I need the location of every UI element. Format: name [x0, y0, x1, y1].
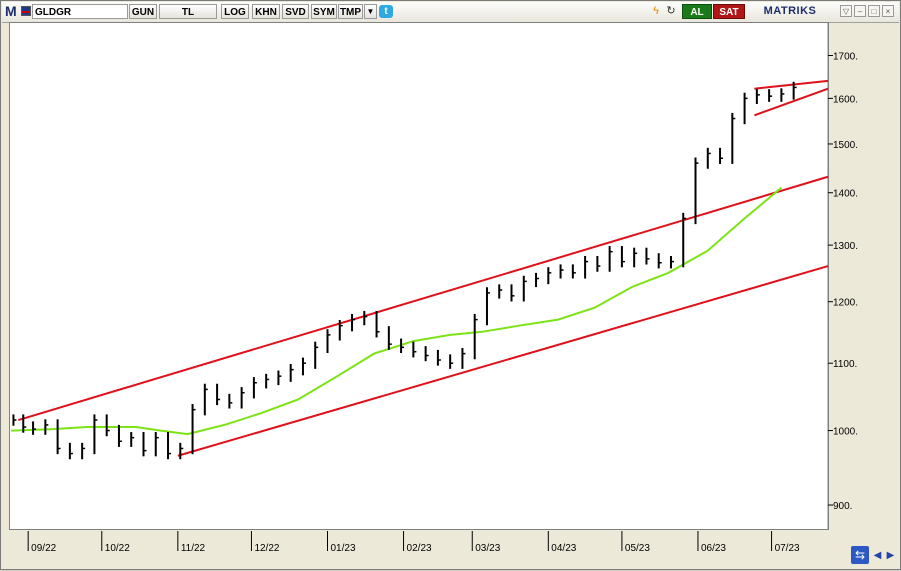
- pennant-lower-line: [754, 87, 829, 117]
- sell-button[interactable]: SAT: [713, 4, 745, 19]
- moving-average-line: [10, 186, 783, 436]
- refresh-icon[interactable]: ↻: [666, 5, 676, 17]
- y-tick-label-4: 1300.: [833, 241, 858, 252]
- toolbar: M GLDGR GUN TL LOG KHN SVD SYM TMP ▼ t ϟ…: [2, 2, 899, 23]
- maximize-icon[interactable]: □: [868, 5, 880, 17]
- close-icon[interactable]: ×: [882, 5, 894, 17]
- twitter-icon[interactable]: t: [379, 5, 393, 18]
- x-tick-label-7: 04/23: [551, 543, 576, 554]
- y-tick-label-1: 1600.: [833, 94, 858, 105]
- x-tick-label-10: 07/23: [775, 543, 800, 554]
- currency-button[interactable]: TL: [159, 4, 217, 19]
- tmp-button[interactable]: TMP: [338, 4, 363, 19]
- period-button[interactable]: GUN: [129, 4, 157, 19]
- x-tick-label-1: 10/22: [105, 543, 130, 554]
- channel-upper-line: [18, 175, 829, 421]
- scroll-left-icon[interactable]: ◀: [873, 550, 882, 561]
- y-tick-label-6: 1100.: [833, 359, 857, 370]
- flag-icon: [21, 6, 31, 16]
- menu-icon[interactable]: ▽: [840, 5, 852, 17]
- buy-button[interactable]: AL: [682, 4, 712, 19]
- lightning-icon[interactable]: ϟ: [653, 5, 659, 17]
- app-logo: M: [5, 3, 17, 19]
- brand-logo: MATRIKS: [763, 5, 817, 17]
- pennant-upper-line: [754, 79, 829, 90]
- sym-button[interactable]: SYM: [311, 4, 337, 19]
- x-tick-label-0: 09/22: [31, 543, 56, 554]
- sync-icon[interactable]: ⇆: [851, 546, 869, 564]
- y-tick-label-7: 1000.: [833, 427, 858, 438]
- minimize-icon[interactable]: –: [854, 5, 866, 17]
- dropdown-arrow-icon[interactable]: ▼: [364, 4, 377, 19]
- x-tick-label-8: 05/23: [625, 543, 650, 554]
- x-tick-label-4: 01/23: [330, 543, 355, 554]
- symbol-input[interactable]: GLDGR: [32, 4, 128, 19]
- svd-button[interactable]: SVD: [282, 4, 309, 19]
- y-tick-label-0: 1700.: [833, 52, 858, 63]
- y-tick-label-3: 1400.: [833, 189, 858, 200]
- khn-button[interactable]: KHN: [252, 4, 280, 19]
- x-tick-label-3: 12/22: [254, 543, 279, 554]
- y-tick-label-5: 1200.: [833, 298, 858, 309]
- scroll-right-icon[interactable]: ▶: [886, 550, 895, 561]
- x-tick-label-5: 02/23: [407, 543, 432, 554]
- x-tick-label-2: 11/22: [181, 543, 206, 554]
- y-tick-label-8: 900.: [833, 501, 852, 512]
- channel-lower-line: [177, 265, 829, 457]
- y-tick-label-2: 1500.: [833, 140, 858, 151]
- x-tick-label-9: 06/23: [701, 543, 726, 554]
- plot-area[interactable]: [9, 22, 829, 530]
- x-tick-label-6: 03/23: [475, 543, 500, 554]
- log-button[interactable]: LOG: [221, 4, 249, 19]
